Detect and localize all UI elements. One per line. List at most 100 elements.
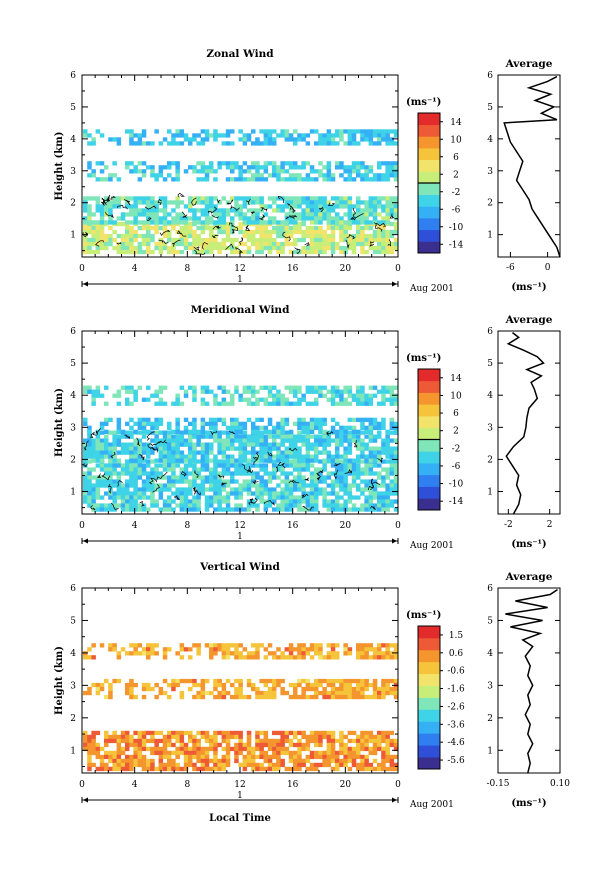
heatmap-cell: [242, 233, 248, 239]
heatmap-cell: [179, 229, 185, 235]
heatmap-cell: [217, 643, 222, 648]
heatmap-cell: [234, 643, 239, 648]
heatmap-cell: [314, 169, 319, 174]
heatmap-cell: [116, 746, 122, 752]
heatmap-cell: [255, 200, 260, 205]
heatmap-cell: [360, 177, 365, 182]
heatmap-cell: [389, 487, 395, 492]
heatmap-cell: [141, 479, 147, 484]
heatmap-cell: [351, 397, 357, 402]
contour-segment: [83, 440, 89, 451]
heatmap-cell: [297, 483, 302, 488]
heatmap-cell: [251, 651, 256, 656]
heatmap-cell: [335, 429, 340, 434]
heatmap-cell: [137, 738, 143, 744]
heatmap-cell: [318, 220, 323, 225]
heatmap-cell: [364, 467, 369, 472]
heatmap-cell: [322, 694, 327, 700]
heatmap-cell: [335, 750, 340, 756]
heatmap-cell: [259, 643, 264, 648]
month-label: Aug 2001: [409, 800, 454, 810]
heatmap-cell: [99, 762, 105, 768]
heatmap-cell: [347, 393, 353, 398]
heatmap-cell: [280, 249, 285, 255]
heatmap-cell: [150, 173, 155, 178]
heatmap-cell: [230, 141, 235, 146]
heatmap-cell: [242, 385, 248, 390]
heatmap-cell: [288, 754, 294, 760]
heatmap-cell: [381, 643, 386, 648]
heatmap-cell: [343, 425, 348, 430]
heatmap-cell: [259, 245, 264, 251]
heatmap-cell: [280, 129, 285, 134]
heatmap-cell: [368, 438, 374, 443]
heatmap-cell: [91, 169, 96, 174]
heatmap-cell: [335, 690, 340, 696]
heatmap-cell: [112, 161, 117, 166]
heatmap-cell: [389, 397, 395, 402]
heatmap-cell: [267, 651, 273, 656]
heatmap-cell: [116, 245, 122, 251]
heatmap-cell: [112, 137, 117, 142]
heatmap-cell: [343, 762, 348, 768]
heatmap-cell: [318, 450, 323, 455]
heatmap-cell: [351, 133, 357, 138]
heatmap-cell: [230, 425, 235, 430]
heatmap-cell: [120, 499, 126, 504]
heatmap-cell: [309, 425, 315, 430]
heatmap-cell: [360, 742, 365, 748]
heatmap-cell: [360, 459, 365, 464]
heatmap-cell: [137, 169, 143, 174]
heatmap-cell: [301, 487, 306, 492]
heatmap-cell: [188, 750, 193, 756]
heatmap-cell: [158, 208, 164, 213]
heatmap-cell: [322, 208, 327, 213]
heatmap-cell: [196, 200, 201, 205]
heatmap-cell: [200, 429, 206, 434]
heatmap-cell: [154, 177, 159, 182]
average-x-tick-label: 0.10: [550, 779, 570, 789]
heatmap-cell: [360, 471, 365, 476]
heatmap-cell: [288, 491, 294, 496]
heatmap-cell: [129, 212, 134, 217]
heatmap-cell: [276, 425, 281, 430]
heatmap-cell: [364, 133, 369, 138]
heatmap-cell: [356, 487, 361, 492]
heatmap-cell: [255, 169, 260, 174]
heatmap-cell: [150, 446, 155, 451]
heatmap-cell: [179, 249, 185, 255]
heatmap-cell: [167, 212, 172, 217]
heatmap-cell: [171, 686, 176, 692]
heatmap-cell: [246, 471, 252, 476]
contour-segment: [374, 224, 383, 232]
heatmap-cell: [158, 389, 164, 394]
heatmap-cell: [137, 643, 143, 648]
heatmap-cell: [154, 738, 159, 744]
heatmap-cell: [162, 446, 168, 451]
heatmap-cell: [272, 446, 277, 451]
x-tick-label: 20: [340, 780, 352, 790]
colorbar-tick-label: 14: [450, 118, 462, 128]
heatmap-cell: [272, 686, 277, 692]
heatmap-cell: [360, 212, 365, 217]
heatmap-cell: [213, 417, 218, 422]
heatmap-cell: [377, 237, 382, 243]
heatmap-cell: [251, 454, 256, 459]
heatmap-cell: [381, 750, 386, 756]
heatmap-cell: [99, 446, 105, 451]
heatmap-cell: [204, 389, 210, 394]
heatmap-cell: [389, 643, 395, 648]
heatmap-cell: [175, 734, 180, 740]
heatmap-cell: [133, 450, 138, 455]
heatmap-cell: [393, 690, 399, 696]
heatmap-cell: [276, 766, 281, 772]
heatmap-cell: [204, 758, 210, 764]
heatmap-cell: [192, 682, 197, 688]
heatmap-cell: [129, 463, 134, 468]
heatmap-cell: [87, 454, 92, 459]
heatmap-cell: [137, 746, 143, 752]
heatmap-cell: [267, 141, 273, 146]
heatmap-cell: [116, 738, 122, 744]
heatmap-cell: [125, 746, 130, 752]
heatmap-cell: [301, 233, 306, 239]
